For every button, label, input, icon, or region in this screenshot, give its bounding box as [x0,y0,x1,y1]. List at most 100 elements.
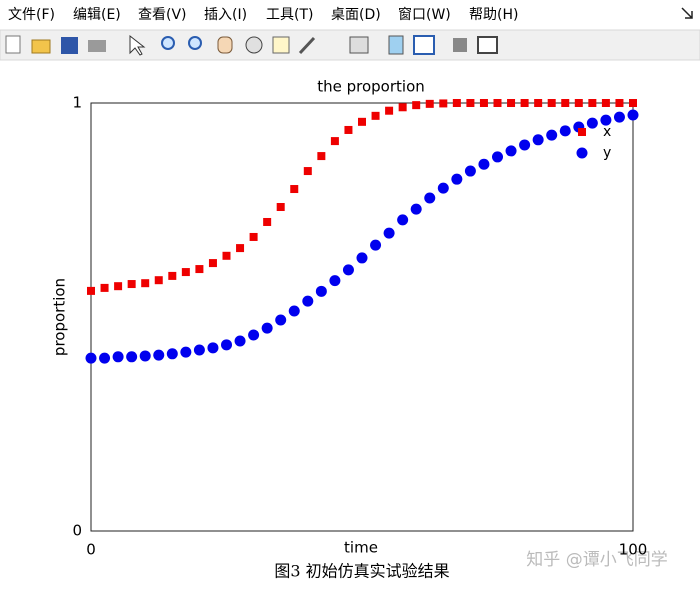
point [478,158,490,170]
hide-tools-icon[interactable] [453,38,467,52]
pointer-icon[interactable] [129,34,146,56]
new-icon[interactable] [5,35,21,54]
toolbar-icons [5,34,498,56]
point [356,252,368,264]
point [234,335,246,347]
brush-icon[interactable] [298,36,316,55]
menu-item[interactable]: 插入(I) [204,7,247,23]
pan-icon[interactable] [217,36,233,54]
legend-marker [576,147,588,159]
point [275,314,287,326]
point [315,285,327,297]
point [466,99,475,107]
menu-item[interactable]: 窗口(W) [398,6,451,23]
point [222,251,231,260]
point [600,114,612,126]
zoom-in-icon[interactable] [161,36,175,50]
rotate-icon[interactable] [245,36,263,54]
point [249,232,258,241]
point [588,99,597,107]
datacursor-icon[interactable] [272,36,290,54]
x-axis-label: time [344,539,378,557]
menu-item[interactable]: 桌面(D) [331,7,381,23]
point [221,339,232,351]
point [99,352,111,364]
point [127,280,136,289]
y-tick-label: 1 [72,94,82,112]
point [534,99,543,107]
point [261,322,273,334]
menu-item[interactable]: 查看(V) [138,7,187,23]
point [154,276,163,285]
point [613,111,625,123]
point [290,185,299,194]
point [425,99,434,108]
point [207,342,219,354]
show-tools-icon[interactable] [477,36,498,54]
point [410,203,422,215]
point [424,192,436,204]
point [100,283,109,292]
point [371,111,380,120]
point [383,227,395,239]
point [342,264,354,276]
point [166,348,178,360]
dock-button[interactable] [681,7,693,19]
colorbar-icon[interactable] [388,35,404,55]
point [398,103,407,112]
point [139,350,151,362]
point [574,99,583,107]
link-icon[interactable] [349,36,369,54]
point [344,125,353,134]
legend-label: x [603,124,611,140]
point [561,99,570,107]
point [519,139,531,151]
point [208,259,217,268]
point [168,271,177,280]
point [112,351,124,363]
point [520,99,529,107]
point [397,214,409,226]
point [546,129,558,141]
point [288,305,300,317]
point [370,239,382,251]
point [358,117,366,126]
point [627,109,639,121]
point [451,173,463,185]
zoom-out-icon[interactable] [188,36,202,50]
point [87,286,95,295]
point [437,182,449,194]
watermark: 知乎 @谭小飞同学 [526,550,667,570]
point [505,145,517,157]
point [532,134,544,146]
legend-label: y [603,145,611,161]
point [439,99,448,108]
menu-item[interactable]: 编辑(E) [73,7,121,23]
point [85,352,97,364]
y-tick-label: 0 [72,522,82,540]
point [464,165,476,177]
point [452,99,461,107]
axes-box [90,102,634,532]
point [586,117,598,129]
point [601,99,610,107]
chart-title: the proportion [317,78,425,96]
save-icon[interactable] [61,37,78,54]
point [114,282,123,291]
point [330,137,339,146]
menu-item[interactable]: 帮助(H) [469,7,518,23]
menu-item[interactable]: 工具(T) [266,7,313,23]
point [276,203,285,212]
point [180,346,192,358]
point [492,151,503,163]
menu-item[interactable]: 文件(F) [8,7,55,23]
open-icon[interactable] [31,39,51,54]
point [302,295,314,307]
point [412,101,421,110]
point [317,152,326,161]
point [329,275,341,287]
point [141,279,150,288]
point [303,167,312,176]
legend-icon[interactable] [413,35,435,55]
print-icon[interactable] [88,40,106,52]
